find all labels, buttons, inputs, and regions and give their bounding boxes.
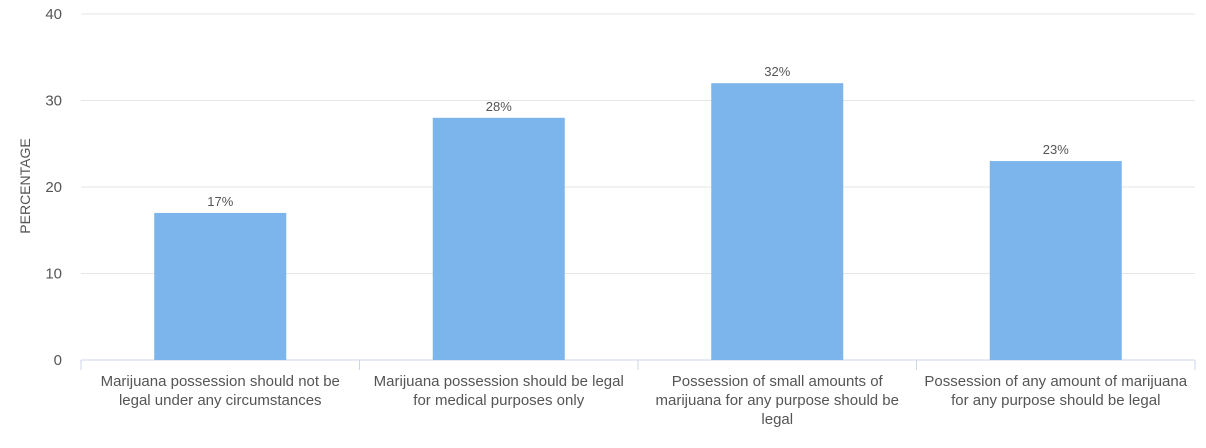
data-label: 17% <box>207 194 233 209</box>
bar[interactable] <box>432 117 565 360</box>
y-tick-label: 30 <box>45 93 62 110</box>
data-label: 28% <box>486 99 512 114</box>
y-tick-label: 10 <box>45 266 62 283</box>
data-label: 32% <box>764 64 790 79</box>
x-tick-label: Marijuana possession should be legal for… <box>373 373 624 409</box>
x-tick-label: Possession of any amount of marijuana fo… <box>924 373 1188 409</box>
y-tick-label: 40 <box>45 6 62 23</box>
bar[interactable] <box>989 161 1122 360</box>
x-tick-label: Marijuana possession should not be legal… <box>100 373 340 409</box>
y-tick-label: 0 <box>54 352 62 369</box>
bar[interactable] <box>154 212 287 360</box>
y-axis-label: PERCENTAGE <box>17 138 33 233</box>
data-label: 23% <box>1043 142 1069 157</box>
x-tick-label: Possession of small amounts of marijuana… <box>655 373 900 428</box>
bar[interactable] <box>711 83 844 360</box>
y-tick-label: 20 <box>45 179 62 196</box>
